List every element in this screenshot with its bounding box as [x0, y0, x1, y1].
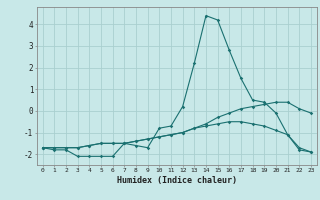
X-axis label: Humidex (Indice chaleur): Humidex (Indice chaleur) [117, 176, 237, 185]
